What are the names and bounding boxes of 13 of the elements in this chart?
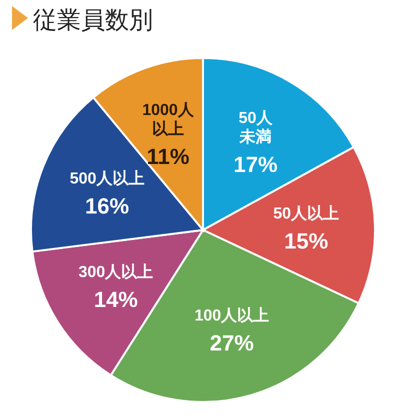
data-label: 16% [85,194,130,219]
slice-label: 50人以上 [273,204,340,222]
slice-label: 300人以上 [78,262,154,281]
data-label: 17% [234,152,278,178]
chart-title: 従業員数別 [33,7,153,34]
slice-label: 50人未満 [238,109,274,146]
slice-label: 1000人以上 [142,100,195,138]
slice-label: 100人以上 [194,306,270,325]
data-label: 14% [94,286,138,312]
data-label: 11% [146,144,190,169]
data-label: 15% [284,228,328,254]
data-label: 27% [210,330,254,356]
slice-label: 500人以上 [70,170,144,188]
